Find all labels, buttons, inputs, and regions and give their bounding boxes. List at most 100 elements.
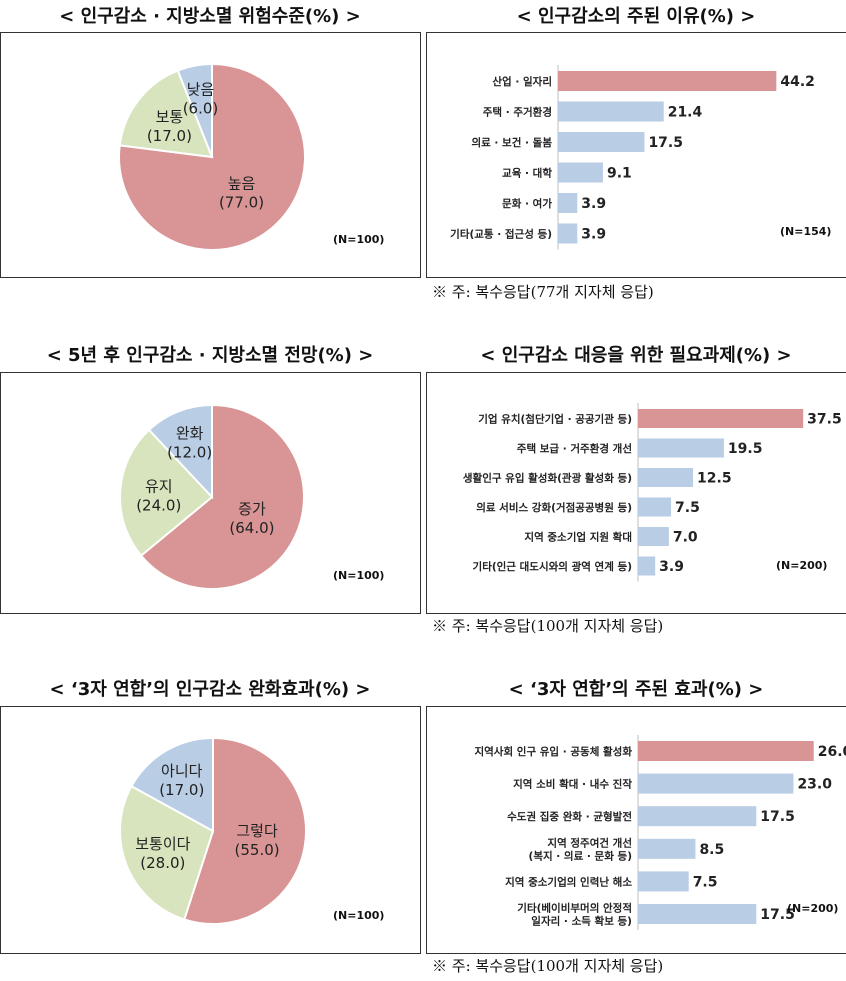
bar-category-label-2: 수도권 집중 완화 · 균형발전 [507,810,632,823]
bar-4 [638,871,689,892]
pie-slice-value-1: (17.0) [147,127,192,145]
chart-title-needed-tasks: < 인구감소 대응을 위한 필요과제(%) > [480,345,792,366]
pie-chart-outlook: 증가(64.0) 유지(24.0) 완화(12.0) (N=100) [119,403,384,590]
bar-category-label-1: 지역 소비 확대 · 내수 진작 [513,778,632,791]
bar-1 [638,773,794,794]
bar-4 [558,193,578,213]
pie-chart-risk-level: 높음(77.0) 보통(17.0) 낮음(6.0) (N=100) [118,62,384,251]
pie-slice-value-2: (6.0) [183,100,219,118]
bar-category-label-5: 기타(교통 · 접근성 등) [450,228,552,241]
pie-slice-label-1: 보통이다 [135,835,190,853]
bar-3 [558,162,603,183]
bar-value-label-0: 37.5 [807,412,842,428]
sample-size-label: (N=100) [333,569,384,582]
bar-5 [558,223,578,244]
bar-value-label-5: 3.9 [659,559,684,575]
pie-slice-1 [118,69,214,159]
bar-category-label-2: 생활인구 유입 활성화(관광 활성화 등) [463,472,632,485]
pie-slice-value-0: (77.0) [219,193,264,211]
bar-3 [638,838,696,859]
bar-value-label-0: 44.2 [780,74,815,90]
pie-panel-alliance-effect: 그렇다 (55.0) 보통이다 (28.0) 아니다 (17.0) (N=100) [0,706,421,954]
bar-category-label-4: 문화 · 여가 [502,197,552,210]
bar-2 [558,132,645,152]
bar-category-label-5: 기타(인근 대도시와의 광역 연계 등) [473,560,632,573]
pie-slice-label-1: 보통 [156,108,184,126]
bar-category-label-0: 산업 · 일자리 [492,75,552,88]
sample-size-label: (N=200) [787,902,838,915]
bar-2 [638,806,757,827]
chart-title-alliance-main-effects: < ‘3자 연합’의 주된 효과(%) > [508,679,764,700]
bar-value-label-5: 17.5 [760,907,795,923]
bar-value-label-2: 17.5 [648,135,683,151]
bar-0 [558,71,777,91]
pie-slice-1 [119,784,215,921]
sample-size-label: (N=154) [780,225,831,238]
pie-slice-0 [183,736,307,925]
pie-slice-label-1: 유지 [145,478,173,496]
chart-title-risk-level: < 인구감소 · 지방소멸 위험수준(%) > [59,6,361,27]
bar-value-label-0: 26.0 [818,744,846,760]
bar-4 [638,527,669,546]
sample-size-label: (N=200) [776,559,827,572]
bar-5 [638,904,757,924]
chart-title-outlook: < 5년 후 인구감소 · 지방소멸 전망(%) > [46,345,374,366]
pie-slice-value-0: (55.0) [235,841,280,859]
bar-chart-decline-reasons: 산업 · 일자리 44.2 주택 · 주거환경 21.4 의료 · 보건 · 돌봄 17.… [450,65,831,250]
bar-category-label-4: 지역 중소기업의 인력난 해소 [505,875,632,888]
bar-category-label-1: 주택 · 주거환경 [483,106,552,119]
pie-panel-outlook: 증가 (64.0) 유지 (24.0) 완화 (12.0) (N=100) [0,372,421,614]
bar-category-label-3: 교육 · 대학 [502,167,552,180]
bar-value-label-1: 21.4 [668,105,703,121]
bar-value-label-1: 23.0 [797,777,832,793]
bar-panel-alliance-main-effects: 지역사회 인구 유입 · 공동체 활성화 26.0 지역 소비 확대 · 내수 진작… [426,706,846,954]
bar-category-label-0: 지역사회 인구 유입 · 공동체 활성화 [474,745,632,758]
bar-category-label-2: 의료 · 보건 · 돌봄 [471,136,552,149]
bar-value-label-5: 3.9 [581,227,606,243]
pie-slice-label-2: 아니다 [161,762,203,780]
bar-0 [638,409,804,428]
pie-slice-value-0: (64.0) [229,519,274,537]
bar-value-label-2: 12.5 [697,471,732,487]
bar-value-label-1: 19.5 [728,441,763,457]
note-alliance-main-effects: ※ 주: 복수응답(100개 지자체 응답) [432,957,664,975]
bar-category-label-3: 의료 서비스 강화(거점공공병원 등) [476,501,632,514]
bar-2 [638,468,694,487]
bar-5 [638,556,656,576]
bar-1 [558,101,664,122]
pie-slice-label-0: 증가 [238,500,266,518]
chart-title-decline-reasons: < 인구감소의 주된 이유(%) > [516,6,756,27]
note-needed-tasks: ※ 주: 복수응답(100개 지자체 응답) [432,617,664,635]
bar-category-label-1: 주택 보급 · 거주환경 개선 [517,442,632,455]
bar-value-label-4: 3.9 [581,196,606,212]
sample-size-label: (N=100) [333,909,384,922]
pie-chart-alliance-effect: 그렇다(55.0) 보통이다(28.0) 아니다(17.0) (N=100) [119,736,384,925]
bar-chart-alliance-main-effects: 지역사회 인구 유입 · 공동체 활성화 26.0 지역 소비 확대 · 내수 진작… [474,735,846,930]
bar-value-label-3: 8.5 [699,842,724,858]
pie-slice-label-0: 그렇다 [236,822,278,840]
bar-3 [638,497,672,517]
pie-slice-label-0: 높음 [228,174,256,192]
bar-value-label-4: 7.0 [673,530,698,546]
bar-1 [638,438,724,458]
bar-value-label-3: 7.5 [675,500,700,516]
bar-category-label-5: 기타(베이비부머의 안정적 일자리 · 소득 확보 등) [517,902,632,928]
bar-category-label-3: 지역 정주여건 개선 (복지 · 의료 · 문화 등) [529,836,632,862]
pie-slice-2 [147,403,213,500]
pie-slice-value-1: (28.0) [140,854,185,872]
pie-panel-risk-level: 높음 (77.0) 보통 (17.0) 낮음 (6.0) (N=100) [0,32,421,278]
sample-size-label: (N=100) [333,233,384,246]
bar-value-label-4: 7.5 [693,874,718,890]
bar-0 [638,741,814,761]
chart-title-alliance-effect: < ‘3자 연합’의 인구감소 완화효과(%) > [49,679,371,700]
bar-chart-needed-tasks: 기업 유치(첨단기업 · 공공기관 등) 37.5 주택 보급 · 거주환경 개선 1… [463,403,842,582]
pie-slice-0 [139,403,305,590]
pie-slice-value-2: (12.0) [167,444,212,462]
pie-slice-2 [176,62,213,158]
bar-category-label-0: 기업 유치(첨단기업 · 공공기관 등) [478,413,632,426]
pie-slice-2 [130,736,214,833]
pie-slice-1 [119,428,214,558]
pie-slice-value-1: (24.0) [136,497,181,515]
bar-value-label-3: 9.1 [607,166,632,182]
bar-panel-decline-reasons: 산업 · 일자리 44.2 주택 · 주거환경 21.4 의료 · 보건 · 돌봄 17.… [426,32,846,278]
